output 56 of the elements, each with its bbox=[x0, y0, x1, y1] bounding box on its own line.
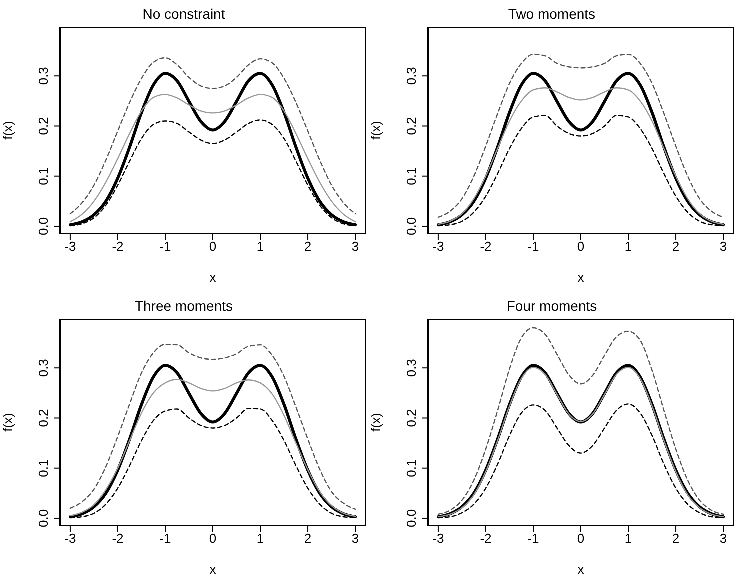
x-tick-label: -2 bbox=[112, 239, 124, 254]
y-tick-label: 0.0 bbox=[36, 217, 51, 236]
x-tick-label: -1 bbox=[160, 531, 172, 546]
x-axis-title: x bbox=[578, 562, 585, 577]
x-tick-label: 1 bbox=[624, 531, 632, 546]
y-tick-label: 0.2 bbox=[36, 409, 51, 428]
x-tick-label: -1 bbox=[528, 531, 540, 546]
x-tick-label: -3 bbox=[432, 239, 444, 254]
x-tick-label: 2 bbox=[672, 531, 680, 546]
x-tick-label: 0 bbox=[209, 239, 217, 254]
y-axis-title: f(x) bbox=[0, 413, 16, 432]
x-tick-label: -1 bbox=[528, 239, 540, 254]
x-tick-label: -3 bbox=[432, 531, 444, 546]
x-tick-label: -2 bbox=[112, 531, 124, 546]
chart-title: Four moments bbox=[506, 298, 598, 314]
y-tick-label: 0.1 bbox=[36, 167, 51, 186]
x-tick-label: -2 bbox=[480, 239, 492, 254]
x-tick-label: 1 bbox=[256, 531, 264, 546]
x-axis-title: x bbox=[210, 270, 217, 285]
x-tick-label: 2 bbox=[672, 239, 680, 254]
x-tick-label: 3 bbox=[720, 531, 728, 546]
y-tick-label: 0.3 bbox=[36, 359, 51, 378]
x-tick-label: 3 bbox=[352, 239, 360, 254]
x-tick-label: 1 bbox=[256, 239, 264, 254]
x-tick-label: 3 bbox=[720, 239, 728, 254]
y-tick-label: 0.0 bbox=[404, 217, 419, 236]
y-tick-label: 0.3 bbox=[404, 67, 419, 86]
chart-title: No constraint bbox=[142, 6, 226, 22]
x-tick-label: -3 bbox=[64, 531, 76, 546]
x-axis-title: x bbox=[578, 270, 585, 285]
x-tick-label: -2 bbox=[480, 531, 492, 546]
y-axis-title: f(x) bbox=[368, 121, 384, 140]
x-axis-title: x bbox=[210, 562, 217, 577]
y-tick-label: 0.2 bbox=[404, 117, 419, 136]
x-tick-label: 0 bbox=[577, 531, 585, 546]
x-tick-label: 2 bbox=[304, 531, 312, 546]
chart-title: Three moments bbox=[134, 298, 234, 314]
y-tick-label: 0.1 bbox=[404, 459, 419, 478]
x-tick-label: 3 bbox=[352, 531, 360, 546]
y-tick-label: 0.3 bbox=[36, 67, 51, 86]
chart-title: Two moments bbox=[507, 6, 597, 22]
x-tick-label: 0 bbox=[209, 531, 217, 546]
y-tick-label: 0.1 bbox=[404, 167, 419, 186]
x-tick-label: -1 bbox=[160, 239, 172, 254]
x-tick-label: 1 bbox=[624, 239, 632, 254]
y-tick-label: 0.0 bbox=[36, 509, 51, 528]
y-tick-label: 0.3 bbox=[404, 359, 419, 378]
y-tick-label: 0.2 bbox=[404, 409, 419, 428]
y-axis-title: f(x) bbox=[0, 121, 16, 140]
y-tick-label: 0.2 bbox=[36, 117, 51, 136]
y-axis-title: f(x) bbox=[368, 413, 384, 432]
x-tick-label: 0 bbox=[577, 239, 585, 254]
y-tick-label: 0.1 bbox=[36, 459, 51, 478]
x-tick-label: -3 bbox=[64, 239, 76, 254]
y-tick-label: 0.0 bbox=[404, 509, 419, 528]
x-tick-label: 2 bbox=[304, 239, 312, 254]
